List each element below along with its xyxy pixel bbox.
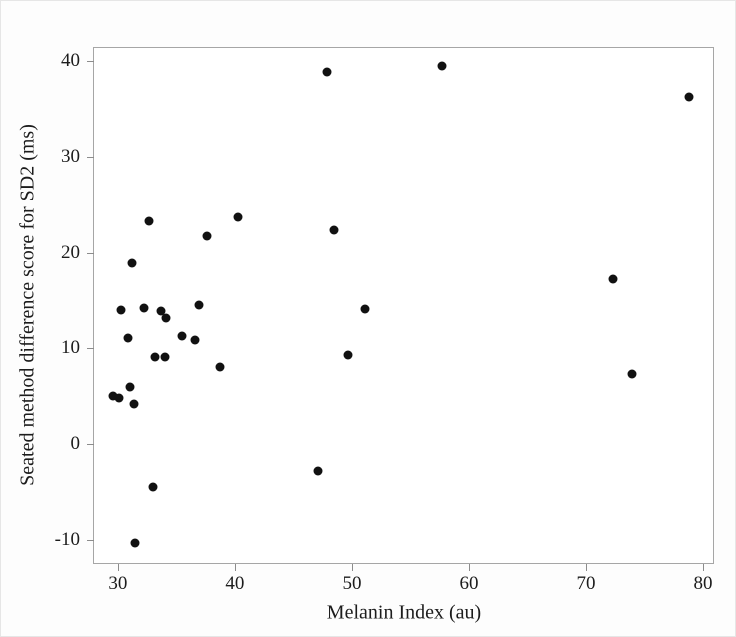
x-tick-label: 80: [693, 573, 713, 594]
data-point: [190, 335, 200, 345]
x-tick-mark: [703, 564, 705, 571]
x-tick-mark: [234, 564, 236, 571]
x-tick-label: 60: [459, 573, 479, 594]
data-point: [150, 352, 160, 362]
data-point: [343, 350, 353, 360]
data-point: [156, 306, 166, 316]
data-point: [139, 303, 149, 313]
y-tick-mark: [87, 348, 94, 350]
data-point: [360, 304, 370, 314]
x-tick-mark: [586, 564, 588, 571]
y-tick-label: 0: [70, 433, 81, 455]
data-point: [329, 225, 339, 235]
data-point: [125, 382, 135, 392]
data-point: [114, 393, 124, 403]
data-point: [148, 482, 158, 492]
data-point: [202, 231, 212, 241]
data-point: [161, 313, 171, 323]
data-point: [116, 305, 126, 315]
x-tick-label: 40: [225, 573, 245, 594]
y-tick-mark: [87, 156, 94, 158]
x-tick-mark: [117, 564, 119, 571]
data-point: [130, 538, 140, 548]
y-tick-mark: [87, 540, 94, 541]
data-point: [322, 67, 332, 77]
x-tick-mark: [351, 564, 353, 571]
data-point: [177, 331, 187, 341]
x-tick-label: 70: [576, 573, 596, 594]
y-tick-label: 20: [61, 241, 80, 263]
data-point: [233, 212, 243, 222]
x-axis-title: Melanin Index (au): [326, 601, 482, 624]
y-tick-mark: [87, 444, 94, 446]
y-axis-title: Seated method difference score for SD2 (…: [16, 124, 39, 486]
data-point: [127, 258, 137, 268]
data-point: [215, 362, 225, 372]
data-point: [608, 274, 618, 284]
y-tick-label: 40: [61, 49, 80, 71]
data-point: [313, 466, 323, 476]
y-tick-mark: [87, 252, 94, 254]
data-point: [437, 61, 447, 71]
plot-area: [93, 47, 714, 564]
data-point: [627, 369, 637, 379]
y-tick-mark: [87, 60, 94, 62]
data-point: [123, 333, 133, 343]
x-tick-label: 30: [108, 573, 128, 594]
data-point: [684, 92, 694, 102]
x-tick-mark: [468, 564, 470, 571]
y-tick-label: -10: [54, 529, 80, 550]
x-tick-label: 50: [342, 573, 362, 594]
data-point: [144, 216, 154, 226]
y-tick-label: 10: [61, 337, 80, 359]
data-point: [129, 399, 139, 409]
data-point: [194, 300, 204, 310]
data-point: [108, 391, 118, 401]
data-point: [160, 352, 170, 362]
y-tick-label: 30: [61, 145, 80, 167]
